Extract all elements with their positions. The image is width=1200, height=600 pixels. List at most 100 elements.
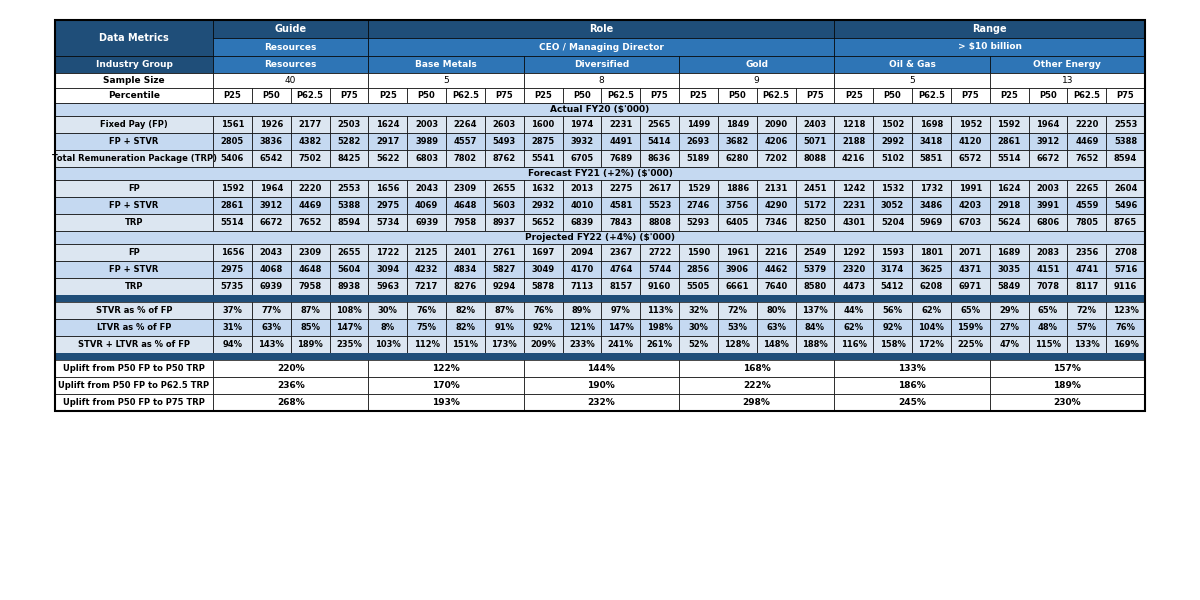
Bar	[834, 116, 874, 133]
Bar	[834, 302, 874, 319]
Bar	[330, 180, 368, 197]
Text: 1593: 1593	[881, 248, 905, 257]
Bar	[679, 336, 718, 353]
Bar	[368, 261, 407, 278]
Text: P62.5: P62.5	[452, 91, 479, 100]
Text: 4741: 4741	[1075, 265, 1098, 274]
Bar	[679, 278, 718, 295]
Bar	[407, 116, 446, 133]
Text: 2043: 2043	[259, 248, 283, 257]
Text: 7843: 7843	[610, 218, 632, 227]
Bar	[485, 197, 523, 214]
Text: 8250: 8250	[803, 218, 827, 227]
Text: 5: 5	[443, 76, 449, 85]
Bar	[1106, 319, 1145, 336]
Text: 6661: 6661	[726, 282, 749, 291]
Text: 2220: 2220	[1075, 120, 1098, 129]
Text: 220%: 220%	[277, 364, 305, 373]
Bar	[368, 244, 407, 261]
Bar	[912, 150, 950, 167]
Text: 97%: 97%	[611, 306, 631, 315]
Text: 2553: 2553	[1114, 120, 1138, 129]
Bar	[796, 214, 834, 231]
Text: 6208: 6208	[919, 282, 943, 291]
Text: FP: FP	[128, 248, 140, 257]
Text: 76%: 76%	[533, 306, 553, 315]
Text: 5493: 5493	[493, 137, 516, 146]
Text: 3932: 3932	[570, 137, 594, 146]
Bar	[368, 150, 407, 167]
Text: 30%: 30%	[378, 306, 397, 315]
Bar	[55, 302, 214, 319]
Text: 128%: 128%	[725, 340, 750, 349]
Bar	[912, 319, 950, 336]
Bar	[330, 133, 368, 150]
Text: 2013: 2013	[570, 184, 594, 193]
Text: 8088: 8088	[804, 154, 827, 163]
Bar	[1067, 116, 1106, 133]
Text: 72%: 72%	[1076, 306, 1097, 315]
Text: 62%: 62%	[922, 306, 942, 315]
Text: 3912: 3912	[1037, 137, 1060, 146]
Bar	[523, 88, 563, 103]
Bar	[874, 133, 912, 150]
Text: 2090: 2090	[764, 120, 787, 129]
Bar	[446, 278, 485, 295]
Text: Resources: Resources	[264, 60, 317, 69]
Text: 4010: 4010	[570, 201, 594, 210]
Bar	[330, 336, 368, 353]
Text: 2083: 2083	[1037, 248, 1060, 257]
Text: Gold: Gold	[745, 60, 768, 69]
Text: 92%: 92%	[882, 323, 902, 332]
Bar	[679, 180, 718, 197]
Text: 29%: 29%	[1000, 306, 1019, 315]
Text: 261%: 261%	[647, 340, 672, 349]
Text: 108%: 108%	[336, 306, 361, 315]
Bar	[1067, 244, 1106, 261]
Text: P50: P50	[418, 91, 436, 100]
Bar	[912, 244, 950, 261]
Text: 1242: 1242	[842, 184, 865, 193]
Bar	[950, 319, 990, 336]
Bar	[950, 278, 990, 295]
Text: 5878: 5878	[532, 282, 554, 291]
Text: 5514: 5514	[997, 154, 1021, 163]
Text: P75: P75	[340, 91, 358, 100]
Bar	[290, 261, 330, 278]
Text: 1698: 1698	[919, 120, 943, 129]
Bar	[834, 133, 874, 150]
Bar	[523, 319, 563, 336]
Bar	[601, 180, 640, 197]
Text: P62.5: P62.5	[918, 91, 944, 100]
Text: 3836: 3836	[259, 137, 283, 146]
Text: 113%: 113%	[647, 306, 672, 315]
Bar	[1067, 150, 1106, 167]
Bar	[290, 116, 330, 133]
Bar	[1028, 214, 1067, 231]
Bar	[55, 150, 214, 167]
Bar	[1028, 244, 1067, 261]
Bar	[330, 88, 368, 103]
Text: 5735: 5735	[221, 282, 244, 291]
Bar	[1106, 336, 1145, 353]
Text: 2992: 2992	[881, 137, 905, 146]
Bar	[601, 116, 640, 133]
Text: 8594: 8594	[1114, 154, 1138, 163]
Text: 1218: 1218	[842, 120, 865, 129]
Bar	[834, 20, 1145, 38]
Bar	[1106, 88, 1145, 103]
Bar	[214, 88, 252, 103]
Bar	[757, 88, 796, 103]
Bar	[912, 197, 950, 214]
Bar	[1028, 336, 1067, 353]
Text: Guide: Guide	[275, 24, 307, 34]
Text: 143%: 143%	[258, 340, 284, 349]
Text: 1722: 1722	[376, 248, 400, 257]
Text: Other Energy: Other Energy	[1033, 60, 1102, 69]
Bar	[874, 319, 912, 336]
Text: 85%: 85%	[300, 323, 320, 332]
Bar	[485, 302, 523, 319]
Bar	[563, 116, 601, 133]
Text: 91%: 91%	[494, 323, 515, 332]
Bar	[757, 336, 796, 353]
